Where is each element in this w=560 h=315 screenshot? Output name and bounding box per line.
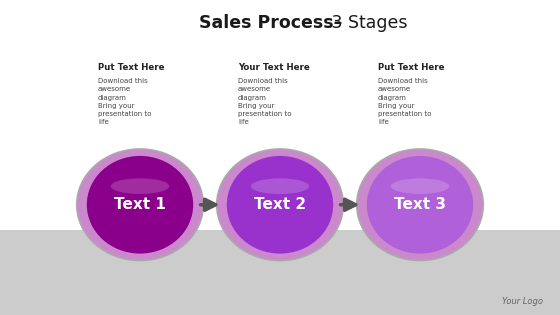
Text: Put Text Here: Put Text Here bbox=[378, 63, 445, 72]
Text: Download this
awesome
diagram
Bring your
presentation to
life: Download this awesome diagram Bring your… bbox=[378, 78, 432, 125]
Text: Download this
awesome
diagram
Bring your
presentation to
life: Download this awesome diagram Bring your… bbox=[98, 78, 152, 125]
Text: Put Text Here: Put Text Here bbox=[98, 63, 165, 72]
Text: Your Text Here: Your Text Here bbox=[238, 63, 310, 72]
Ellipse shape bbox=[111, 178, 169, 194]
Ellipse shape bbox=[227, 156, 333, 254]
FancyBboxPatch shape bbox=[0, 230, 560, 315]
Ellipse shape bbox=[217, 149, 343, 261]
Ellipse shape bbox=[367, 156, 473, 254]
Ellipse shape bbox=[87, 156, 193, 254]
Ellipse shape bbox=[99, 172, 184, 249]
Text: Download this
awesome
diagram
Bring your
presentation to
life: Download this awesome diagram Bring your… bbox=[238, 78, 292, 125]
Ellipse shape bbox=[379, 172, 464, 249]
Ellipse shape bbox=[251, 178, 309, 194]
Text: 3 Stages: 3 Stages bbox=[326, 14, 408, 32]
Text: Your Logo: Your Logo bbox=[502, 296, 543, 306]
Ellipse shape bbox=[391, 178, 449, 194]
Text: Text 2: Text 2 bbox=[254, 197, 306, 212]
Ellipse shape bbox=[357, 149, 483, 261]
Text: Text 3: Text 3 bbox=[394, 197, 446, 212]
Text: Sales Process–: Sales Process– bbox=[199, 14, 342, 32]
Ellipse shape bbox=[239, 172, 324, 249]
Ellipse shape bbox=[77, 149, 203, 261]
Text: Text 1: Text 1 bbox=[114, 197, 166, 212]
